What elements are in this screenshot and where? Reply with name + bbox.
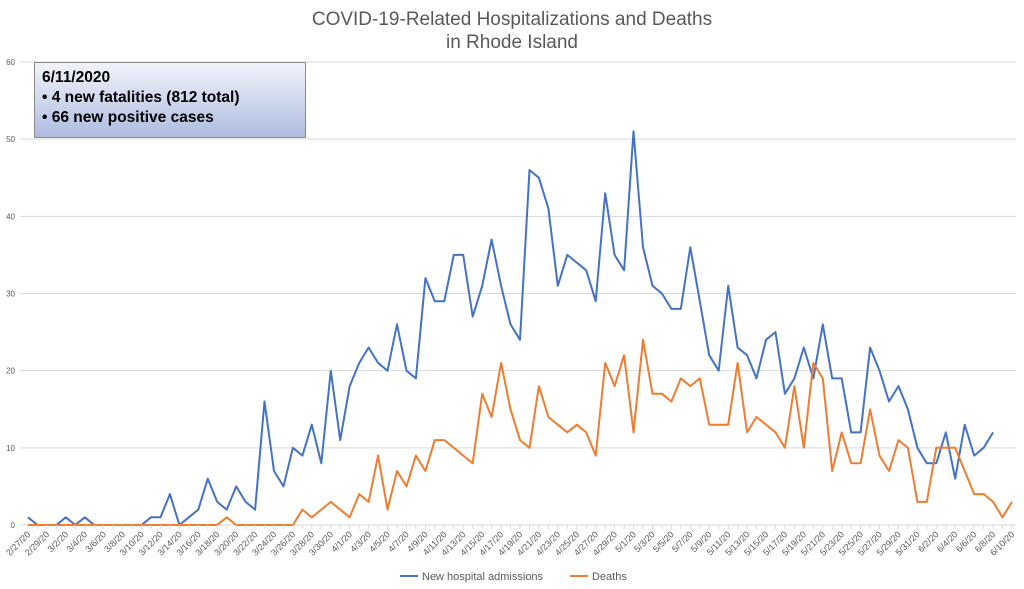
y-tick-label: 30 (6, 290, 15, 299)
y-tick-label: 40 (6, 212, 15, 221)
info-box: 6/11/2020 • 4 new fatalities (812 total)… (34, 62, 306, 138)
info-fatalities: • 4 new fatalities (812 total) (42, 89, 240, 106)
chart-title-line-1: COVID-19-Related Hospitalizations and De… (312, 9, 712, 30)
y-tick-label: 0 (11, 521, 16, 530)
y-tick-label: 10 (6, 444, 15, 453)
y-tick-label: 20 (6, 367, 15, 376)
legend-label: Deaths (592, 571, 627, 583)
info-date: 6/11/2020 (42, 69, 111, 86)
chart-title-line-2: in Rhode Island (446, 32, 578, 53)
series-line-admissions (27, 130, 994, 526)
y-tick-label: 50 (6, 135, 15, 144)
info-cases: • 66 new positive cases (42, 109, 214, 126)
legend-label: New hospital admissions (422, 571, 544, 583)
y-tick-label: 60 (6, 58, 15, 67)
series-line-deaths (28, 338, 1013, 526)
